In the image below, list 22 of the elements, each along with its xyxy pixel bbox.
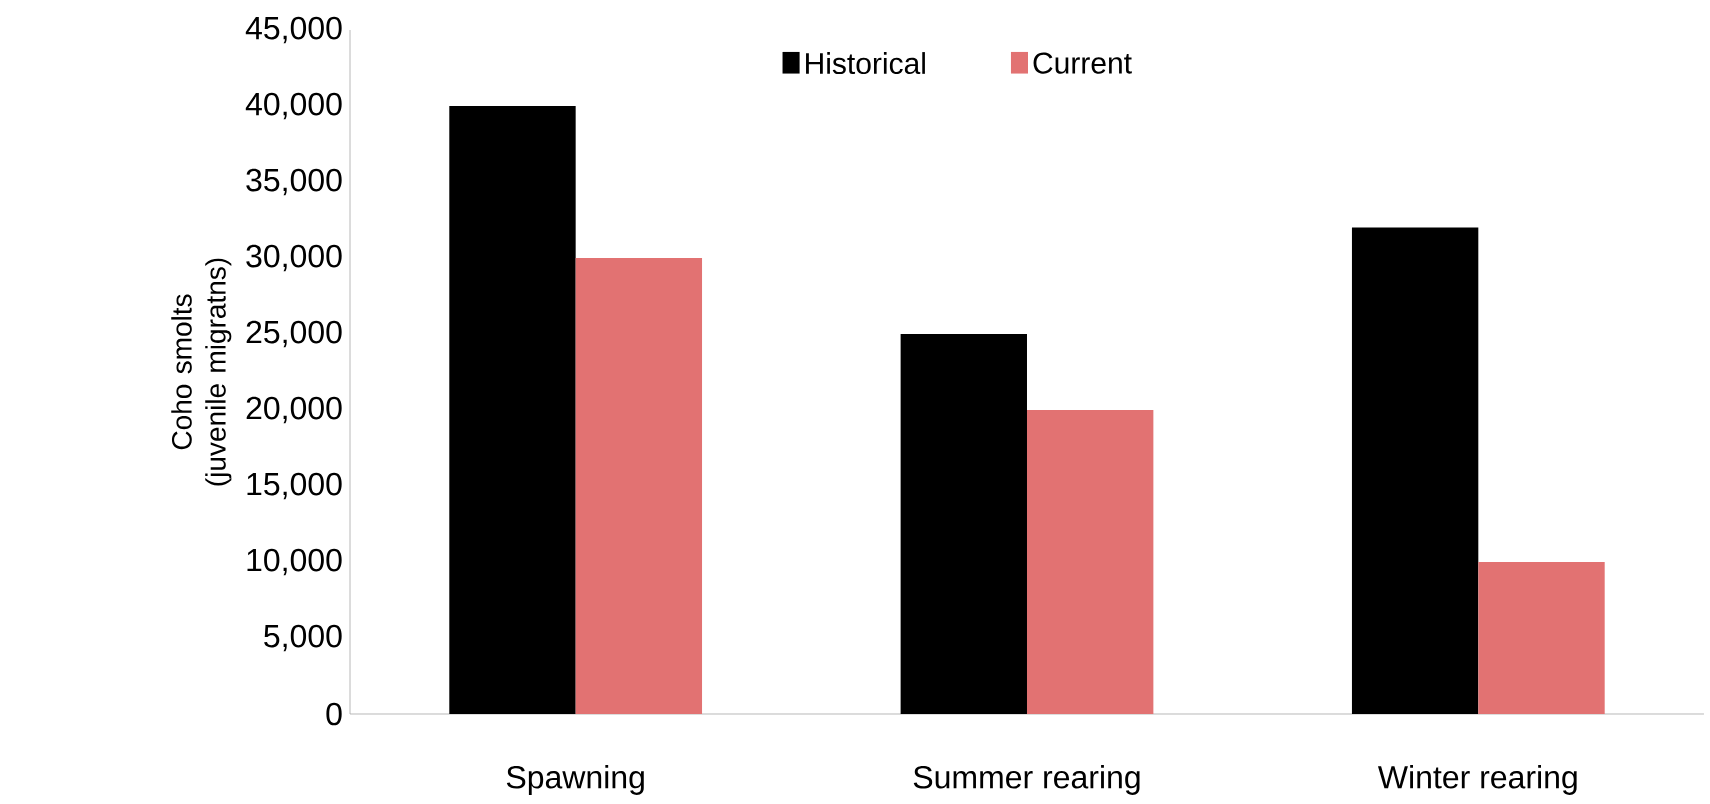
bar bbox=[900, 334, 1027, 714]
y-tick-label: 20,000 bbox=[246, 396, 342, 424]
x-tick-label: Winter rearing bbox=[1377, 765, 1577, 795]
bar bbox=[575, 258, 703, 714]
y-tick-label: 40,000 bbox=[245, 92, 342, 120]
y-tick-label: 35,000 bbox=[246, 168, 342, 196]
y-axis-title: Coho smolts (juvenile migratns) bbox=[171, 258, 232, 486]
y-tick-label: 25,000 bbox=[246, 320, 342, 348]
y-tick-label: 30,000 bbox=[246, 244, 342, 272]
y-tick-label: 5,000 bbox=[264, 624, 342, 652]
x-tick-label: Summer rearing bbox=[913, 765, 1140, 795]
bar bbox=[1351, 227, 1479, 714]
bar bbox=[1026, 409, 1154, 714]
bar bbox=[1478, 561, 1605, 714]
y-tick-label: 0 bbox=[326, 702, 342, 726]
x-tick-label: Spawning bbox=[506, 765, 644, 795]
y-tick-label: 10,000 bbox=[247, 548, 342, 576]
y-tick-label: 15,000 bbox=[247, 472, 342, 500]
legend-label: Current bbox=[1033, 52, 1132, 74]
y-tick-label: 45,000 bbox=[245, 16, 342, 44]
legend-label: Historical bbox=[806, 52, 925, 75]
bar bbox=[449, 106, 576, 714]
